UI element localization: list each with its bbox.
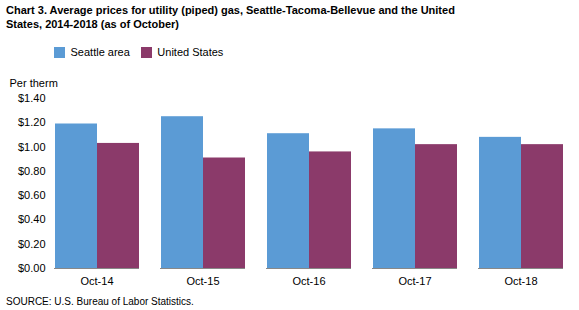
html-text:SOURCE: U.S. Bureau of Labor S: SOURCE: U.S. Bureau of Labor Statistics. <box>6 296 194 307</box>
html-text:Chart 3. Average prices for ut: Chart 3. Average prices for utility (pip… <box>6 4 455 30</box>
svg-text:Oct-18: Oct-18 <box>504 275 537 287</box>
svg-text:Per therm: Per therm <box>10 77 58 89</box>
svg-text:$1.40: $1.40 <box>18 92 46 104</box>
svg-text:$0.60: $0.60 <box>18 189 46 201</box>
html-text:Seattle area: Seattle area <box>70 46 130 58</box>
svg-text:$1.20: $1.20 <box>18 116 46 128</box>
html-text:United States: United States <box>157 46 224 58</box>
svg-text:Oct-17: Oct-17 <box>398 275 431 287</box>
svg-text:Oct-15: Oct-15 <box>186 275 219 287</box>
svg-text:$0.20: $0.20 <box>18 238 46 250</box>
svg-text:$0.80: $0.80 <box>18 165 46 177</box>
svg-text:Oct-14: Oct-14 <box>80 275 113 287</box>
svg-text:$1.00: $1.00 <box>18 141 46 153</box>
svg-text:$0.00: $0.00 <box>18 262 46 274</box>
svg-text:$0.40: $0.40 <box>18 213 46 225</box>
svg-text:Oct-16: Oct-16 <box>292 275 325 287</box>
